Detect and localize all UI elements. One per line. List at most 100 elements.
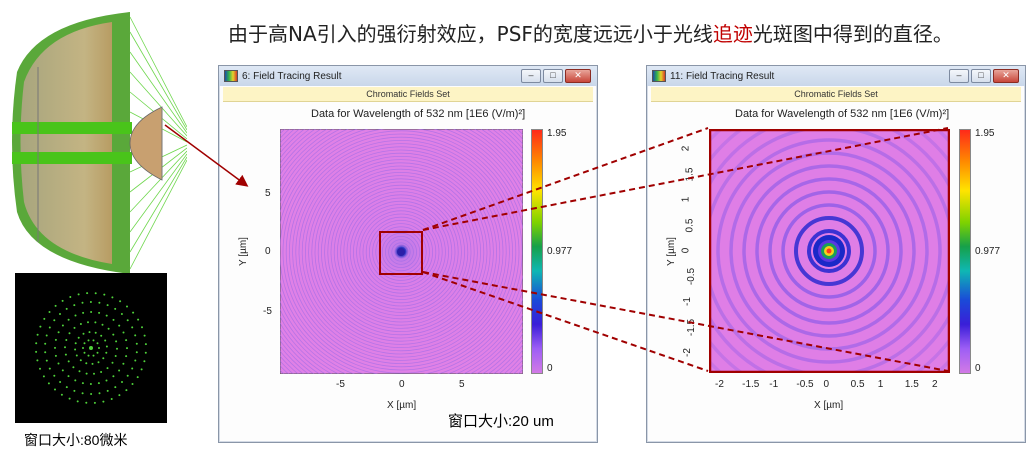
left-caption: 窗口大小:80微米	[24, 432, 128, 448]
spot-point	[131, 367, 134, 370]
x-axis-label: X [µm]	[387, 400, 417, 411]
colorbar-tick-max: 1.95	[975, 128, 995, 139]
spot-point	[97, 382, 100, 385]
spot-point	[73, 304, 76, 307]
spot-point	[85, 372, 88, 375]
x-tick: 2	[932, 379, 938, 390]
spot-point	[121, 381, 123, 383]
close-button[interactable]: ✕	[993, 69, 1019, 83]
diffraction-ring	[330, 181, 472, 323]
spot-point	[85, 401, 88, 404]
y-tick: -5	[263, 306, 272, 317]
spot-point	[74, 342, 77, 345]
spot-point	[83, 351, 86, 354]
diffraction-ring	[298, 149, 504, 355]
close-button[interactable]: ✕	[565, 69, 591, 83]
spot-point	[65, 307, 68, 310]
spot-point	[54, 388, 56, 391]
spot-point	[87, 354, 90, 357]
diffraction-ring	[333, 184, 469, 320]
spot-point	[61, 299, 64, 302]
maximize-button[interactable]: □	[971, 69, 991, 83]
spot-point	[89, 301, 92, 303]
psf-plot-area	[280, 129, 523, 374]
colorbar	[959, 129, 971, 374]
spot-point	[100, 334, 103, 337]
spot-point	[39, 367, 41, 370]
spot-point	[72, 366, 75, 369]
spot-point	[45, 359, 48, 362]
spot-point	[105, 351, 108, 354]
diffraction-ring	[349, 200, 453, 304]
spot-point	[100, 371, 103, 373]
spot-point	[82, 311, 85, 314]
window-titlebar[interactable]: 11: Field Tracing Result – □ ✕	[647, 66, 1025, 86]
spot-point	[74, 348, 77, 351]
diffraction-ring	[340, 191, 462, 313]
diffraction-ring	[372, 223, 430, 281]
spot-point	[73, 326, 76, 329]
app-icon	[652, 70, 666, 82]
spot-point	[93, 401, 96, 404]
y-axis-label: Y [µm]	[665, 237, 677, 266]
spot-point	[90, 393, 93, 395]
spot-diagram	[15, 273, 167, 423]
spot-point	[74, 314, 77, 317]
spot-point	[93, 372, 95, 375]
spot-point	[131, 383, 134, 385]
diffraction-ring	[369, 220, 434, 285]
diffraction-ring	[385, 236, 418, 269]
x-tick: -5	[336, 379, 345, 390]
spot-point	[143, 360, 146, 363]
spot-point	[136, 376, 139, 379]
spot-point	[42, 375, 45, 378]
spot-point	[106, 367, 109, 370]
diffraction-ring	[362, 213, 440, 291]
spot-point	[61, 324, 64, 327]
window-titlebar[interactable]: 6: Field Tracing Result – □ ✕	[219, 66, 597, 86]
x-axis-label: X [µm]	[814, 400, 844, 411]
spot-point	[44, 351, 47, 354]
spot-point	[131, 326, 134, 329]
spot-point	[82, 332, 85, 335]
y-tick: 0.5	[684, 218, 696, 232]
spot-point	[83, 342, 86, 345]
spot-point	[68, 332, 71, 335]
minimize-button[interactable]: –	[521, 69, 541, 83]
spot-point	[86, 292, 89, 295]
diffraction-ring	[365, 216, 437, 288]
airy-peak	[826, 248, 832, 254]
spot-point	[110, 398, 113, 400]
spot-point	[92, 354, 95, 357]
y-tick: -0.5	[686, 267, 698, 285]
diffraction-ring	[337, 188, 465, 316]
spot-point	[103, 293, 106, 296]
minimize-button[interactable]: –	[949, 69, 969, 83]
x-tick: -1	[769, 379, 779, 390]
spot-point	[75, 354, 78, 357]
spot-point	[140, 368, 143, 371]
diffraction-ring	[353, 204, 449, 300]
spot-point	[114, 307, 117, 310]
spot-point	[92, 339, 95, 342]
y-tick: 1.5	[684, 167, 696, 181]
spot-point	[106, 304, 109, 307]
spot-point	[76, 400, 79, 403]
colorbar-tick-min: 0	[547, 363, 553, 374]
spot-point	[64, 346, 66, 349]
y-tick: 0	[265, 246, 271, 257]
spot-point	[47, 382, 50, 385]
spot-point	[91, 362, 94, 365]
spot-point	[125, 339, 128, 342]
maximize-button[interactable]: □	[543, 69, 563, 83]
spot-point	[104, 339, 107, 342]
spot-point	[57, 331, 60, 334]
x-tick: 0	[399, 379, 405, 390]
spot-point	[65, 386, 68, 389]
spot-point	[87, 321, 89, 324]
spot-point	[112, 318, 115, 321]
spot-point	[45, 334, 48, 337]
spot-point	[125, 355, 128, 358]
zoom-region-box	[379, 231, 423, 275]
spot-point	[112, 333, 115, 336]
